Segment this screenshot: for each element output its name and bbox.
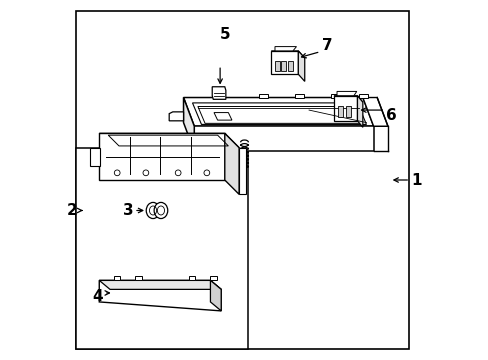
Ellipse shape	[146, 202, 160, 219]
Bar	[281, 60, 286, 71]
Polygon shape	[333, 96, 362, 102]
Bar	[210, 276, 217, 280]
Polygon shape	[330, 94, 339, 98]
Bar	[337, 107, 343, 117]
Ellipse shape	[154, 202, 167, 219]
Text: 1: 1	[410, 172, 421, 188]
Text: 2: 2	[67, 203, 78, 218]
Bar	[135, 276, 142, 280]
Polygon shape	[359, 94, 367, 98]
Bar	[287, 60, 292, 71]
Polygon shape	[357, 96, 362, 127]
Text: 3: 3	[122, 203, 133, 218]
Polygon shape	[183, 98, 373, 126]
Polygon shape	[99, 134, 239, 148]
Polygon shape	[183, 98, 194, 151]
Polygon shape	[99, 134, 224, 180]
Polygon shape	[271, 51, 304, 58]
Polygon shape	[210, 280, 221, 311]
Polygon shape	[298, 51, 304, 81]
Bar	[90, 148, 100, 166]
Polygon shape	[224, 134, 239, 194]
Polygon shape	[194, 126, 373, 151]
Bar	[113, 276, 120, 280]
Polygon shape	[333, 96, 357, 121]
Polygon shape	[362, 98, 387, 126]
Polygon shape	[258, 94, 267, 98]
Polygon shape	[99, 280, 221, 311]
Text: 6: 6	[386, 108, 396, 123]
Polygon shape	[294, 94, 303, 98]
Bar	[345, 107, 351, 117]
Polygon shape	[239, 148, 246, 194]
Polygon shape	[336, 91, 356, 96]
Text: 5: 5	[219, 27, 230, 42]
Polygon shape	[169, 112, 183, 121]
Polygon shape	[274, 46, 296, 51]
Bar	[76, 148, 247, 348]
Text: 7: 7	[321, 38, 331, 53]
Bar	[274, 60, 280, 71]
Polygon shape	[271, 51, 298, 74]
Polygon shape	[99, 280, 221, 289]
Text: 4: 4	[92, 289, 102, 304]
Polygon shape	[212, 87, 225, 99]
Bar	[188, 276, 195, 280]
